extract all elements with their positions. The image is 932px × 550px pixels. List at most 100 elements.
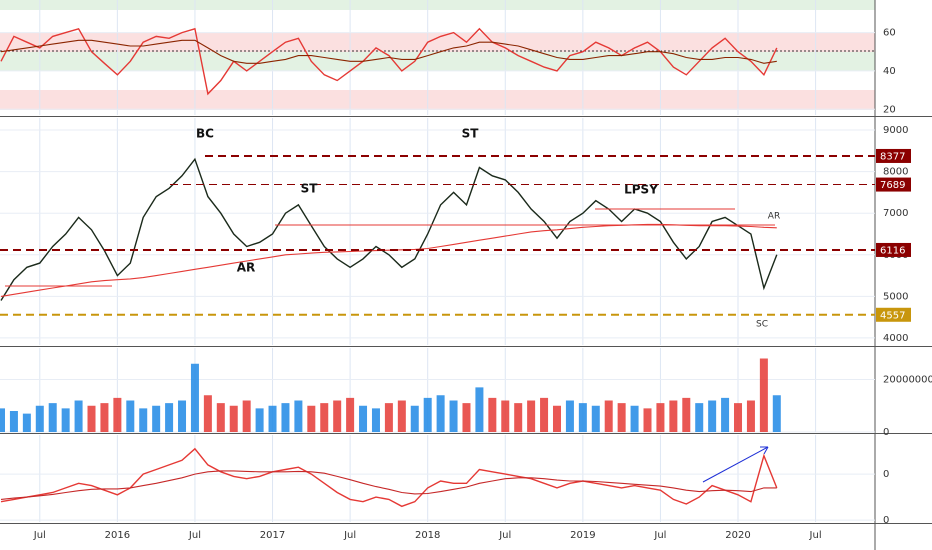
volume-bar: [721, 397, 730, 432]
annotation: ST: [301, 182, 319, 196]
volume-bar: [9, 411, 18, 432]
x-tick-label: Jul: [188, 530, 201, 541]
volume-bar: [320, 403, 329, 432]
annotation: SC: [756, 320, 768, 330]
volume-bar: [333, 400, 342, 432]
volume-bar: [462, 403, 471, 432]
level-tag-label: 4557: [880, 310, 905, 321]
x-tick-label: 2017: [260, 530, 285, 541]
trend-arrow: [702, 446, 769, 483]
rsi-band: [0, 52, 875, 71]
x-tick-label: 2020: [725, 530, 750, 541]
series-line: [0, 223, 777, 297]
volume-bar: [423, 397, 432, 432]
volume-bar: [449, 400, 458, 432]
annotation: LPSY: [624, 183, 658, 197]
volume-bar: [708, 400, 717, 432]
volume-bar: [656, 403, 665, 432]
level-tag-label: 8377: [880, 151, 905, 162]
series-line: [0, 39, 777, 64]
volume-bar: [397, 400, 406, 432]
volume-bar: [410, 405, 419, 432]
x-tick-label: 2018: [415, 530, 440, 541]
volume-bar: [87, 405, 96, 432]
volume-bar: [514, 403, 523, 432]
volume-bar: [772, 395, 781, 432]
x-tick-label: Jul: [343, 530, 356, 541]
level-tag: [876, 177, 911, 192]
x-tick-label: Jul: [33, 530, 46, 541]
level-tag-label: 7689: [880, 180, 905, 191]
volume-bar: [126, 400, 135, 432]
volume-bar: [139, 408, 148, 432]
background: [0, 0, 875, 110]
series-line: [0, 157, 778, 301]
volume-bar: [384, 403, 393, 432]
y-tick-label: 7000: [883, 208, 908, 219]
volume-bar: [501, 400, 510, 432]
volume-bar: [48, 403, 57, 432]
series-line: [0, 470, 777, 500]
volume-bar: [255, 408, 264, 432]
volume-bar: [759, 358, 768, 432]
volume-bar: [242, 400, 251, 432]
volume-bar: [630, 405, 639, 432]
rsi-band: [0, 33, 875, 52]
rsi-band: [0, 90, 875, 110]
y-tick-label: 9000: [883, 125, 908, 136]
volume-bar: [540, 397, 549, 432]
volume-bar: [604, 400, 613, 432]
y-tick-label: 20000000: [883, 375, 932, 386]
volume-bar: [229, 405, 238, 432]
volume-bar: [22, 413, 31, 432]
annotation: AR: [237, 261, 256, 275]
annotation: ST: [462, 127, 480, 141]
volume-bar: [643, 408, 652, 432]
volume-bar: [734, 403, 743, 432]
x-tick-label: Jul: [653, 530, 666, 541]
volume-bar: [281, 403, 290, 432]
volume-bar: [552, 405, 561, 432]
level-tag: [876, 242, 911, 257]
volume-bar: [346, 397, 355, 432]
volume-bar: [216, 403, 225, 432]
volume-bar: [113, 397, 122, 432]
volume-bar: [268, 405, 277, 432]
y-tick-label: 60: [883, 28, 896, 39]
y-tick-label: 5000: [883, 291, 908, 302]
rsi-band: [0, 0, 875, 10]
volume-bar: [682, 397, 691, 432]
volume-bar: [371, 408, 380, 432]
arrow-head: [760, 446, 769, 455]
volume-bar: [165, 403, 174, 432]
y-tick-label: 0: [883, 469, 889, 480]
y-tick-label: 8000: [883, 167, 908, 178]
volume-bar: [746, 400, 755, 432]
volume-bar: [527, 400, 536, 432]
volume-bar: [190, 363, 199, 432]
y-tick-label: 40: [883, 66, 896, 77]
volume-bar: [203, 395, 212, 432]
volume-bar: [307, 405, 316, 432]
level-tag: [876, 148, 911, 163]
volume-bar: [695, 403, 704, 432]
volume-bar: [488, 397, 497, 432]
volume-bar: [35, 405, 44, 432]
volume-bar: [100, 403, 109, 432]
volume-bar: [359, 405, 368, 432]
x-tick-label: 2016: [105, 530, 130, 541]
volume-bar: [578, 403, 587, 432]
volume-bar: [178, 400, 187, 432]
y-tick-label: 20: [883, 104, 896, 115]
volume-bar: [591, 405, 600, 432]
volume-bar: [669, 400, 678, 432]
volume-bar: [475, 387, 484, 432]
volume-bar: [0, 408, 5, 432]
level-tag: [876, 307, 911, 322]
x-tick-label: Jul: [809, 530, 822, 541]
volume-bar: [152, 405, 161, 432]
volume-bar: [617, 403, 626, 432]
annotation: AR: [768, 212, 780, 222]
